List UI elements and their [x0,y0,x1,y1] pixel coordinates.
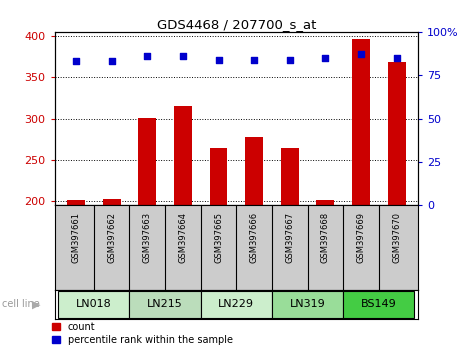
Text: LN018: LN018 [76,299,112,309]
Text: GSM397666: GSM397666 [250,212,258,263]
Title: GDS4468 / 207700_s_at: GDS4468 / 207700_s_at [157,18,316,31]
Bar [343,291,414,318]
Text: GSM397665: GSM397665 [214,212,223,263]
Text: LN319: LN319 [290,299,325,309]
Point [215,57,222,62]
Text: GSM397669: GSM397669 [357,212,365,263]
Bar [201,291,272,318]
Point [286,57,294,62]
Bar [281,148,299,205]
Text: LN229: LN229 [218,299,254,309]
Bar [103,199,121,205]
Bar [129,291,200,318]
Point [322,55,329,61]
Bar [67,200,85,205]
Text: GSM397668: GSM397668 [321,212,330,263]
Text: GSM397662: GSM397662 [107,212,116,263]
Text: GSM397663: GSM397663 [143,212,152,263]
Text: GSM397667: GSM397667 [285,212,294,263]
Point [393,55,400,61]
Text: LN215: LN215 [147,299,183,309]
Bar [388,62,406,205]
Bar [352,39,370,205]
Point [250,57,258,62]
Point [108,58,115,64]
Bar [174,106,192,205]
Text: GSM397670: GSM397670 [392,212,401,263]
Point [72,58,80,64]
Point [179,53,187,59]
Text: ▶: ▶ [32,299,41,309]
Text: GSM397661: GSM397661 [72,212,80,263]
Text: cell line: cell line [2,299,40,309]
Bar [138,118,156,205]
Point [143,53,151,59]
Bar [58,291,129,318]
Text: BS149: BS149 [361,299,397,309]
Bar [209,148,228,205]
Point [357,52,365,57]
Legend: count, percentile rank within the sample: count, percentile rank within the sample [52,322,233,344]
Bar [272,291,343,318]
Text: GSM397664: GSM397664 [179,212,187,263]
Bar [316,200,334,205]
Bar [245,137,263,205]
